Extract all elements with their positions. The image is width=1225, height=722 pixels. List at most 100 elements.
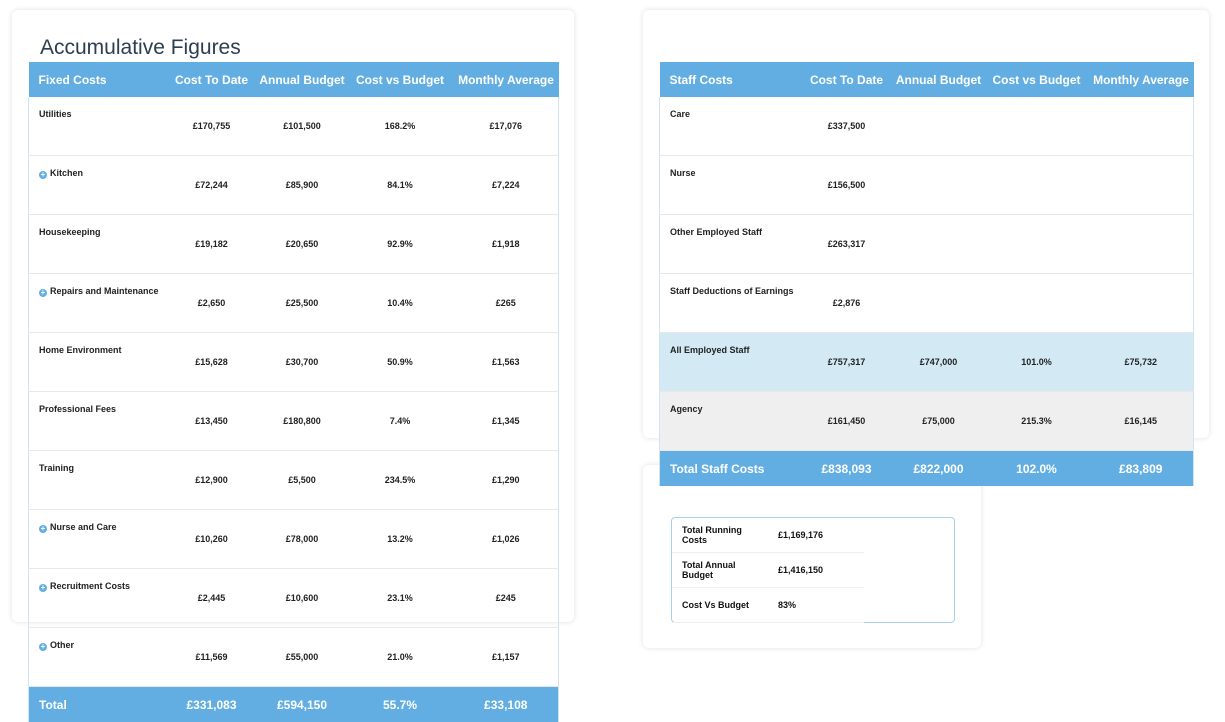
cell: £12,900 xyxy=(166,451,258,510)
cell: Agency xyxy=(660,392,801,451)
cell-text: Other xyxy=(50,640,74,650)
cell-text: 168.2% xyxy=(385,121,416,131)
cell-text: £337,500 xyxy=(828,121,866,131)
cell: £55,000 xyxy=(258,628,347,687)
cell: 50.9% xyxy=(347,333,454,392)
cell xyxy=(1089,274,1194,333)
cell-text: 21.0% xyxy=(387,652,413,662)
cell-text: 10.4% xyxy=(387,298,413,308)
cell: Home Environment xyxy=(29,333,166,392)
cell-text: £19,182 xyxy=(195,239,228,249)
total-cell: £822,000 xyxy=(893,451,985,487)
cell-text: £16,145 xyxy=(1124,416,1157,426)
row: Training£12,900 £5,500 234.5% £1,290 xyxy=(29,451,559,510)
cell: £2,876 xyxy=(801,274,893,333)
cell-text: £747,000 xyxy=(920,357,958,367)
row: Staff Deductions of Earnings£2,876 xyxy=(660,274,1194,333)
cell: Training xyxy=(29,451,166,510)
header-cell: Annual Budget xyxy=(893,62,985,97)
cell-text: £15,628 xyxy=(195,357,228,367)
cell-text: £1,345 xyxy=(492,416,520,426)
total-cell: £594,150 xyxy=(258,687,347,722)
header-cell: Annual Budget xyxy=(258,62,347,97)
cell: 168.2% xyxy=(347,97,454,156)
cell: +Kitchen xyxy=(29,156,166,215)
summary-cell: £1,416,150 xyxy=(768,553,864,588)
cell: Care xyxy=(660,97,801,156)
cell-text: £5,500 xyxy=(288,475,316,485)
expand-icon[interactable]: + xyxy=(39,584,47,592)
cell: 234.5% xyxy=(347,451,454,510)
cell xyxy=(985,274,1089,333)
cell-text: £156,500 xyxy=(828,180,866,190)
cell-text: All Employed Staff xyxy=(670,345,750,355)
cell: +Repairs and Maintenance xyxy=(29,274,166,333)
total-cell: £83,809 xyxy=(1089,451,1194,487)
header-cell: Cost vs Budget xyxy=(985,62,1089,97)
header-cell: Cost To Date xyxy=(801,62,893,97)
cell-text: £10,260 xyxy=(195,534,228,544)
header-cell: Staff Costs xyxy=(660,62,801,97)
cell xyxy=(893,156,985,215)
page-title: Accumulative Figures xyxy=(40,36,241,60)
cell: £10,260 xyxy=(166,510,258,569)
row: Care £337,500 xyxy=(660,97,1194,156)
cell-text: Professional Fees xyxy=(39,404,116,414)
cell: 84.1% xyxy=(347,156,454,215)
cell: £1,345 xyxy=(454,392,559,451)
cell xyxy=(893,215,985,274)
expand-icon[interactable]: + xyxy=(39,643,47,651)
total-cell: 55.7% xyxy=(347,687,454,722)
cell-text: Utilities xyxy=(39,109,72,119)
expand-icon[interactable]: + xyxy=(39,289,47,297)
cell: £5,500 xyxy=(258,451,347,510)
total-cell: £331,083 xyxy=(166,687,258,722)
cell: £1,563 xyxy=(454,333,559,392)
cell-text: £101,500 xyxy=(283,121,321,131)
cell: £747,000 xyxy=(893,333,985,392)
cell-text: Care xyxy=(670,109,690,119)
summary-cell: Cost Vs Budget xyxy=(672,588,768,623)
cell-text: Nurse xyxy=(670,168,696,178)
cell xyxy=(985,97,1089,156)
cell: £263,317 xyxy=(801,215,893,274)
cell-text: Nurse and Care xyxy=(50,522,117,532)
cell-text: £20,650 xyxy=(286,239,319,249)
cell: £2,445 xyxy=(166,569,258,628)
cell: £30,700 xyxy=(258,333,347,392)
total-cell: £33,108 xyxy=(454,687,559,722)
cell: 10.4% xyxy=(347,274,454,333)
header-cell: Fixed Costs xyxy=(29,62,166,97)
cell-text: £75,732 xyxy=(1124,357,1157,367)
cell: £25,500 xyxy=(258,274,347,333)
header-cell: Cost vs Budget xyxy=(347,62,454,97)
summary-cell: £1,169,176 xyxy=(768,518,864,553)
cell: £78,000 xyxy=(258,510,347,569)
cell-text: £1,290 xyxy=(492,475,520,485)
header-cell: Monthly Average xyxy=(1089,62,1194,97)
cell: 101.0% xyxy=(985,333,1089,392)
expand-icon[interactable]: + xyxy=(39,171,47,179)
cell-text: £170,755 xyxy=(193,121,231,131)
cell: 23.1% xyxy=(347,569,454,628)
cell: Professional Fees xyxy=(29,392,166,451)
cell: £17,076 xyxy=(454,97,559,156)
cell-text: 50.9% xyxy=(387,357,413,367)
expand-icon[interactable]: + xyxy=(39,525,47,533)
